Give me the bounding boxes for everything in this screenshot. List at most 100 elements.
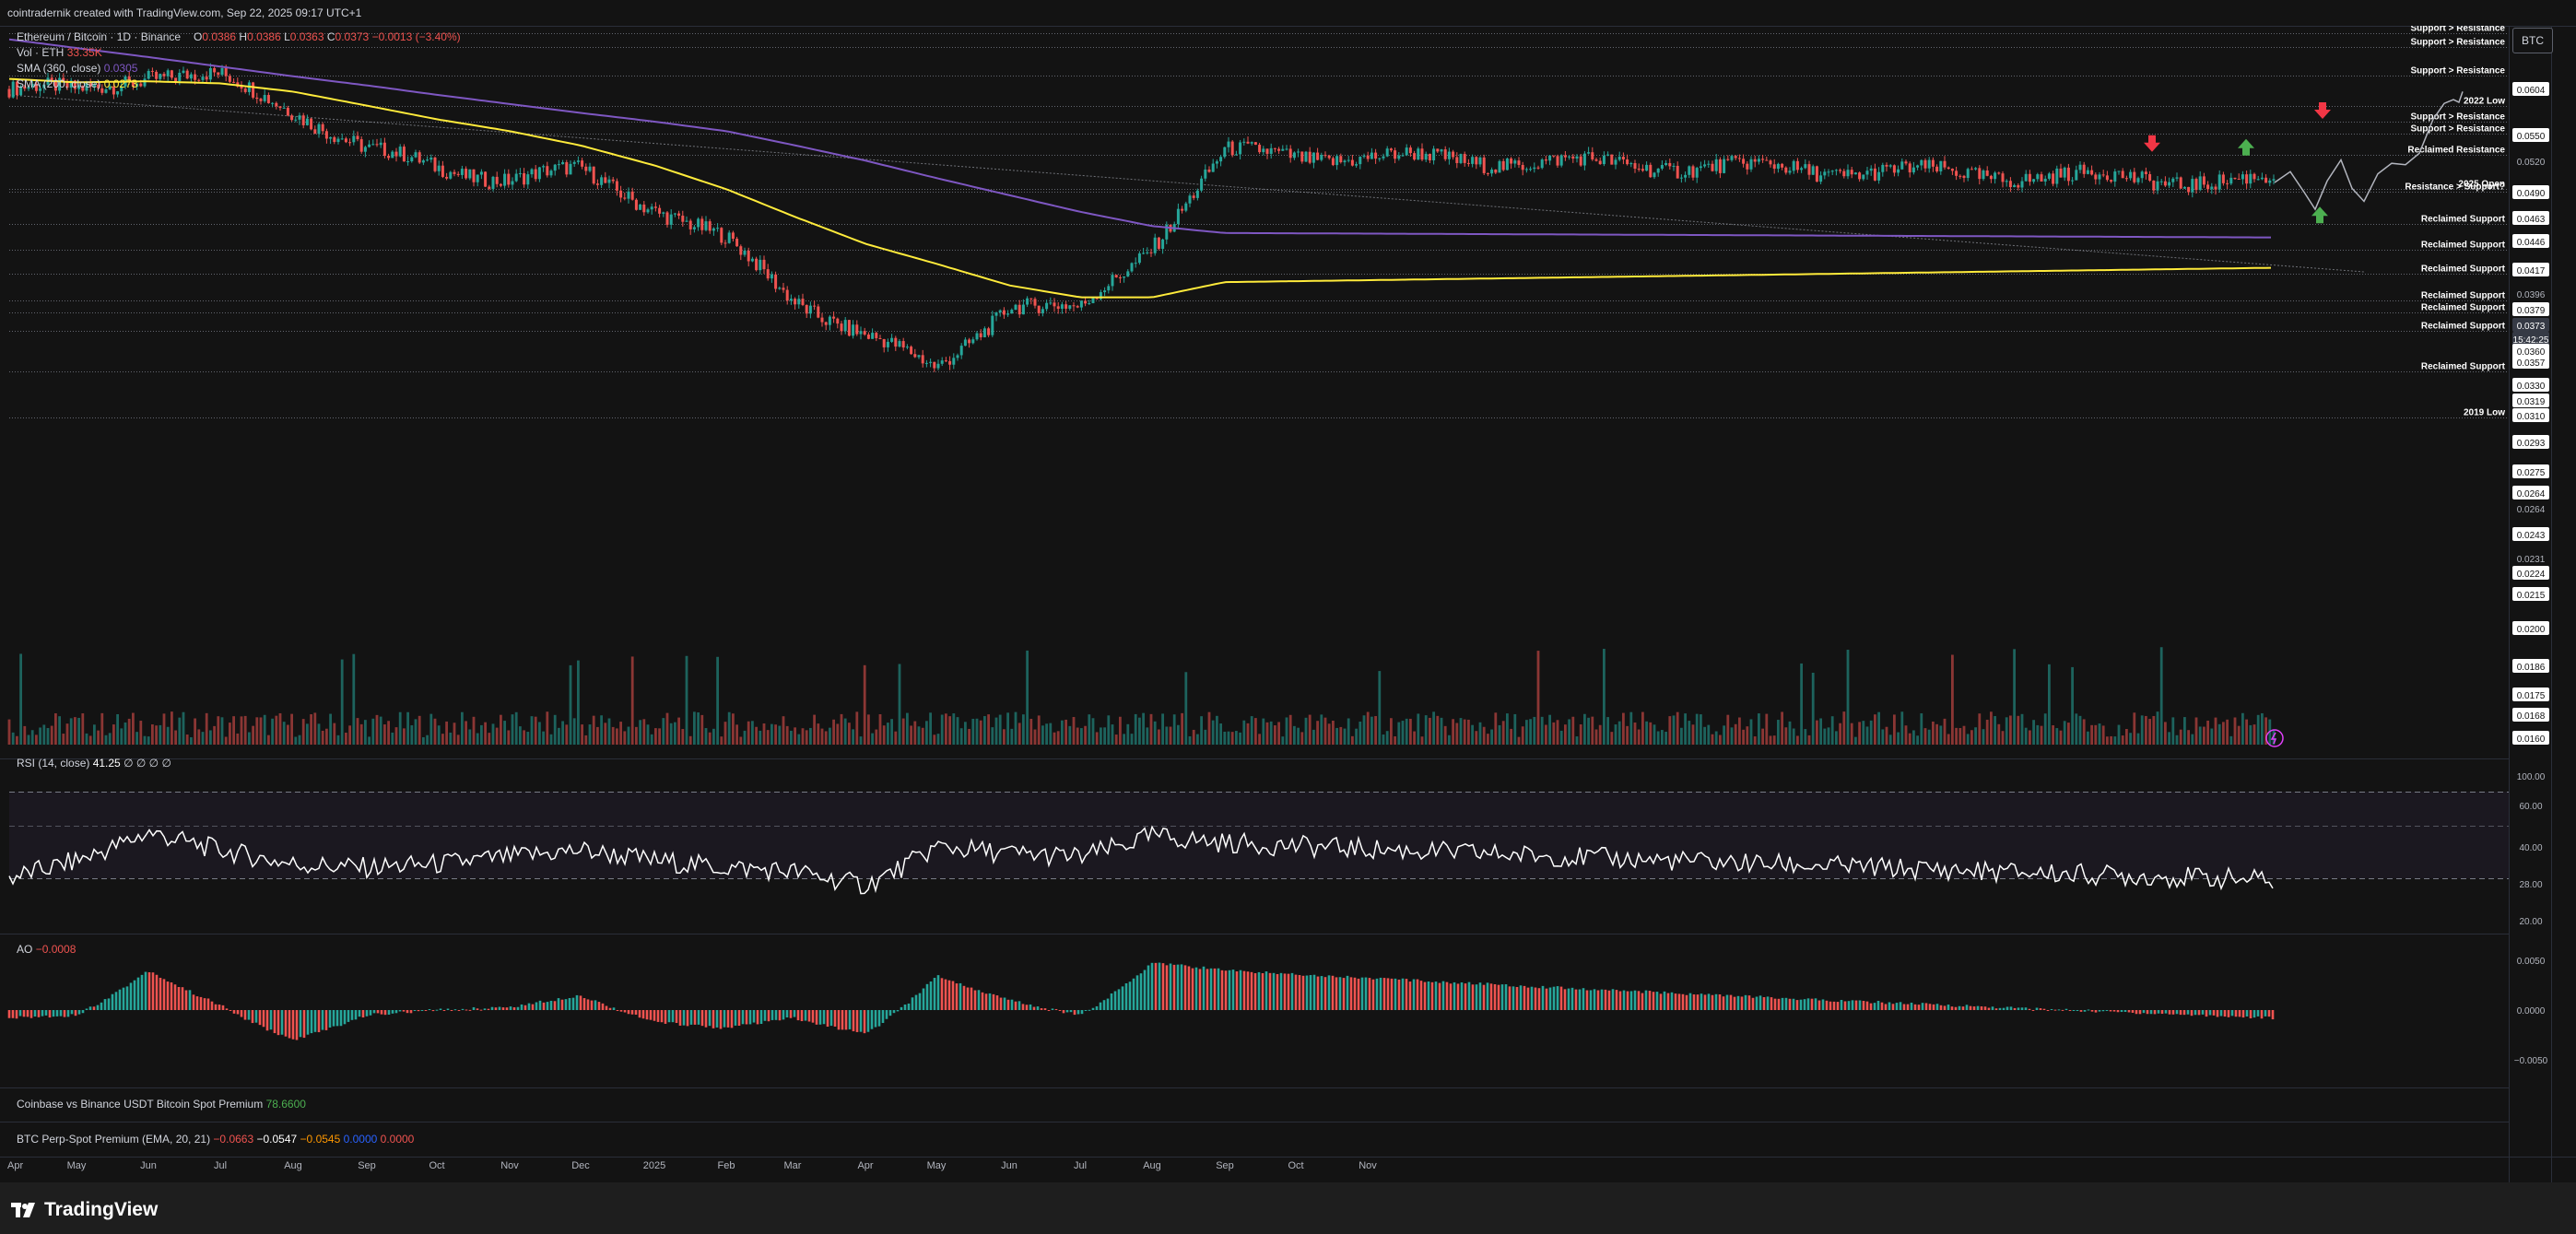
volume-bar — [2156, 711, 2159, 745]
volume-bar — [1769, 735, 1772, 745]
ao-bar — [693, 1010, 697, 1025]
candle-body — [1362, 155, 1366, 158]
candle-body — [1776, 163, 1780, 170]
volume-bar — [453, 723, 456, 745]
candle-body — [1327, 155, 1331, 159]
tradingview-brand: TradingView — [44, 1199, 159, 1220]
ao-bar — [1003, 997, 1006, 1010]
ao-bar — [391, 1010, 394, 1014]
symbol-button[interactable]: BTC — [2512, 28, 2553, 53]
level-label: Reclaimed Support — [2421, 291, 2506, 301]
ao-bar — [1873, 1003, 1876, 1010]
volume-bar — [495, 727, 499, 745]
ao-bar — [1076, 1010, 1080, 1015]
volume-bar — [2226, 719, 2229, 745]
volume-bar — [1606, 717, 1609, 745]
volume-bar — [1385, 731, 1389, 745]
candle-body — [952, 358, 956, 365]
ao-bar — [1814, 998, 1817, 1010]
candle-body — [313, 129, 317, 135]
ao-bar — [1058, 1010, 1062, 1011]
candle-body — [1239, 142, 1242, 155]
candle-body — [1246, 141, 1250, 144]
ao-bar — [1353, 977, 1357, 1010]
volume-bar — [50, 725, 53, 745]
candle-body — [127, 76, 131, 80]
candle-body — [1718, 159, 1722, 173]
ao-bar — [210, 1001, 214, 1010]
tradingview-logo[interactable]: TradingView — [11, 1199, 158, 1221]
volume-bar — [1932, 721, 1935, 745]
ao-bar — [608, 1007, 612, 1010]
volume-bar — [1153, 721, 1157, 745]
ao-bar — [225, 1008, 229, 1010]
candle-body — [1598, 160, 1602, 165]
candle-body — [379, 142, 382, 146]
volume-bar — [1680, 727, 1683, 745]
volume-bar — [97, 730, 100, 745]
ao-bar — [671, 1010, 675, 1023]
volume-bar — [1095, 732, 1099, 745]
ao-bar — [675, 1010, 678, 1023]
volume-bar — [398, 711, 402, 745]
volume-bar — [2067, 723, 2070, 745]
ao-bar — [1548, 987, 1552, 1010]
ao-bar — [1493, 983, 1497, 1010]
volume-bar — [410, 724, 414, 745]
candle-body — [561, 162, 565, 165]
ao-bar — [1655, 992, 1659, 1010]
volume-bar — [766, 730, 770, 745]
level-label: Reclaimed Resistance — [2407, 146, 2505, 156]
ao-bar — [1725, 994, 1729, 1010]
ao-bar — [262, 1010, 265, 1028]
candle-body — [1265, 148, 1269, 154]
volume-bar — [306, 723, 309, 745]
volume-bar — [1138, 717, 1141, 745]
rsi-band-fill — [9, 792, 2509, 878]
volume-bar — [488, 733, 491, 745]
ao-tick-label: 0.0050 — [2517, 957, 2546, 967]
candle-body — [310, 118, 313, 130]
volume-bar — [1053, 732, 1056, 745]
volume-bar — [127, 718, 131, 745]
volume-bar — [2191, 734, 2194, 745]
volume-bar — [1869, 720, 1873, 745]
candle-body — [147, 70, 150, 79]
volume-bar — [1277, 722, 1280, 745]
volume-bar — [1362, 715, 1366, 745]
ao-bar — [1681, 993, 1685, 1010]
price-tag: 0.0357 — [2517, 358, 2546, 369]
volume-bar — [1487, 734, 1489, 745]
candle-body — [1653, 172, 1656, 178]
volume-bars — [7, 647, 2276, 745]
volume-bar — [1304, 717, 1308, 745]
candle-body — [1250, 142, 1253, 144]
volume-bar — [433, 718, 437, 745]
candle-body — [886, 341, 889, 347]
ao-bar — [1604, 989, 1607, 1010]
candle-body — [2098, 174, 2101, 180]
volume-bar — [1107, 715, 1111, 745]
volume-bar — [1517, 736, 1521, 745]
ao-bar — [1220, 970, 1224, 1010]
candle-body — [286, 107, 289, 116]
volume-bar — [871, 733, 874, 745]
volume-bar — [1436, 715, 1440, 745]
ao-bar — [826, 1010, 829, 1028]
volume-bar — [1443, 725, 1447, 745]
volume-bar — [1603, 649, 1606, 745]
ao-bar — [1478, 982, 1482, 1010]
ao-bar — [214, 1004, 218, 1010]
volume-bar — [1695, 713, 1699, 745]
volume-bar — [1772, 735, 1776, 745]
price-tag: 0.0231 — [2517, 555, 2546, 565]
volume-bar — [948, 716, 951, 745]
volume-bar — [975, 718, 979, 745]
volume-bar — [665, 712, 669, 745]
alert-icon[interactable] — [2265, 729, 2284, 747]
volume-bar — [1626, 725, 1629, 745]
volume-bar — [162, 713, 166, 745]
volume-bar — [437, 725, 441, 745]
volume-bar — [1394, 736, 1396, 745]
